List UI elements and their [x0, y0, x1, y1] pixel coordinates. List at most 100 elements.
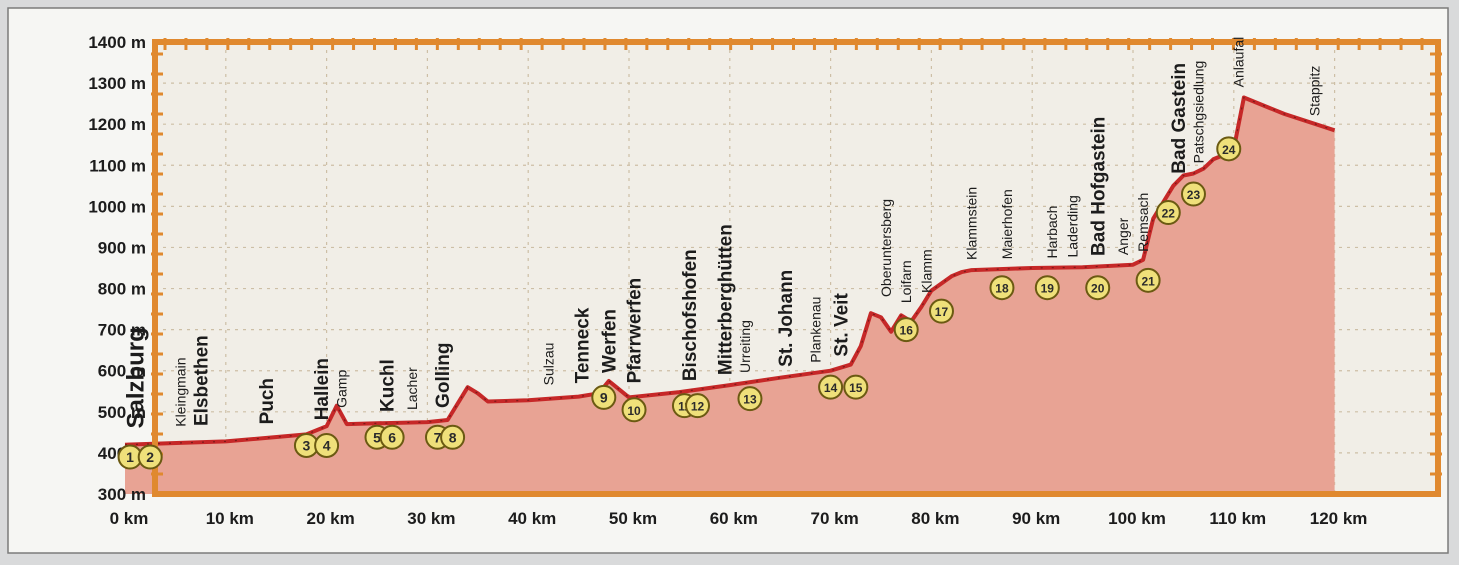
stop-marker: 6	[379, 424, 405, 450]
stop-marker-number: 17	[935, 305, 949, 319]
place-label: Mitterberghütten	[715, 224, 736, 375]
stop-marker: 20	[1085, 275, 1111, 301]
stop-marker-number: 10	[627, 404, 641, 418]
place-label: St. Johann	[776, 270, 797, 367]
place-label: Kuchl	[378, 359, 399, 412]
stop-marker: 8	[440, 424, 466, 450]
stop-marker-circle	[1180, 181, 1206, 207]
stop-marker-number: 13	[743, 393, 757, 407]
stop-marker: 21	[1135, 267, 1161, 293]
stop-marker-number: 3	[303, 438, 311, 454]
stop-marker-number: 1	[126, 449, 134, 465]
place-label: Sulzau	[540, 343, 556, 386]
x-tick-label: 70 km	[810, 509, 858, 528]
stop-marker-number: 20	[1091, 282, 1105, 296]
place-label: Patschgsiedlung	[1190, 61, 1206, 164]
stop-marker-circle	[685, 393, 711, 419]
place-label: Loifarn	[898, 260, 914, 303]
x-tick-label: 60 km	[710, 509, 758, 528]
stop-marker-circle	[843, 374, 869, 400]
stop-marker: 16	[893, 317, 919, 343]
place-label: Bad Hofgastein	[1088, 117, 1109, 256]
stop-marker: 2	[137, 444, 163, 470]
stop-marker-number: 12	[691, 400, 705, 414]
place-label: St. Veit	[831, 293, 852, 357]
x-tick-label: 40 km	[508, 509, 556, 528]
y-tick-label: 500 m	[98, 403, 146, 422]
place-labels: Salzburg Kleingmain Elsbethen Puch Hallein Ga…	[122, 37, 1322, 429]
place-label: Maierhofen	[999, 189, 1015, 259]
place-label: Anlaufal	[1231, 37, 1247, 88]
stop-marker-number: 8	[449, 429, 457, 445]
stop-marker: 24	[1216, 136, 1242, 162]
x-tick-label: 90 km	[1012, 509, 1060, 528]
place-label: Kleingmain	[172, 357, 188, 426]
x-tick-label: 80 km	[911, 509, 959, 528]
y-tick-label: 1200 m	[88, 115, 146, 134]
stop-marker-circle	[379, 424, 405, 450]
place-label: Salzburg	[122, 327, 149, 428]
place-label: Anger	[1115, 217, 1131, 255]
y-tick-label: 1100 m	[89, 156, 146, 175]
stop-marker-number: 6	[388, 429, 396, 445]
x-tick-label: 20 km	[306, 509, 354, 528]
stop-marker: 9	[591, 384, 617, 410]
stop-marker-circle	[1085, 275, 1111, 301]
stop-marker-number: 4	[323, 438, 331, 454]
elevation-line	[124, 95, 1336, 447]
y-tick-label: 1400 m	[88, 33, 146, 52]
y-tick-label: 600 m	[98, 362, 146, 381]
place-label: Puch	[257, 378, 278, 424]
stop-marker-circle	[591, 384, 617, 410]
x-tick-label: 0 km	[110, 509, 149, 528]
stop-marker-number: 23	[1187, 188, 1201, 202]
stop-marker: 23	[1180, 181, 1206, 207]
stop-marker-number: 15	[849, 381, 863, 395]
stop-marker-number: 18	[995, 282, 1009, 296]
stop-marker: 19	[1034, 275, 1060, 301]
place-label: Lacher	[404, 367, 420, 410]
stop-marker: 4	[314, 433, 340, 459]
place-label: Laderding	[1064, 195, 1080, 257]
stop-marker-number: 14	[824, 381, 838, 395]
place-label: Remsach	[1135, 193, 1151, 252]
stop-marker-number: 7	[434, 429, 442, 445]
place-label: Gamp	[334, 370, 350, 408]
y-tick-label: 800 m	[98, 280, 146, 299]
frame-ticks	[151, 38, 1442, 476]
place-label: Golling	[433, 342, 454, 407]
stop-marker: 15	[843, 374, 869, 400]
place-label: Tenneck	[572, 307, 593, 383]
stop-marker-number: 5	[373, 429, 381, 445]
stop-marker-circle	[314, 433, 340, 459]
stop-marker: 17	[928, 298, 954, 324]
stop-marker-circle	[1216, 136, 1242, 162]
place-label: Pfarrwerfen	[625, 278, 646, 384]
place-label: Plankenau	[807, 297, 823, 363]
stop-marker-number: 24	[1222, 143, 1236, 157]
y-tick-label: 1000 m	[88, 197, 146, 216]
place-label: Bischofshofen	[680, 249, 701, 381]
y-tick-label: 700 m	[98, 321, 146, 340]
place-label: Elsbethen	[191, 335, 212, 426]
y-tick-label: 1300 m	[88, 74, 146, 93]
stop-marker: 14	[818, 374, 844, 400]
x-tick-label: 30 km	[407, 509, 455, 528]
stop-marker-circle	[928, 298, 954, 324]
place-label: Urreiting	[737, 320, 753, 373]
stop-marker-circle	[989, 275, 1015, 301]
stop-marker-number: 22	[1162, 207, 1176, 221]
stop-marker-number: 9	[600, 389, 608, 405]
stop-marker-circle	[1135, 267, 1161, 293]
stop-marker-circle	[1034, 275, 1060, 301]
stop-marker-circle	[818, 374, 844, 400]
stop-marker-circle	[137, 444, 163, 470]
x-tick-label: 100 km	[1108, 509, 1166, 528]
place-label: Bad Gastein	[1169, 63, 1190, 174]
stop-marker-number: 2	[146, 449, 154, 465]
stop-marker-number: 19	[1041, 282, 1055, 296]
stop-marker: 12	[685, 393, 711, 419]
